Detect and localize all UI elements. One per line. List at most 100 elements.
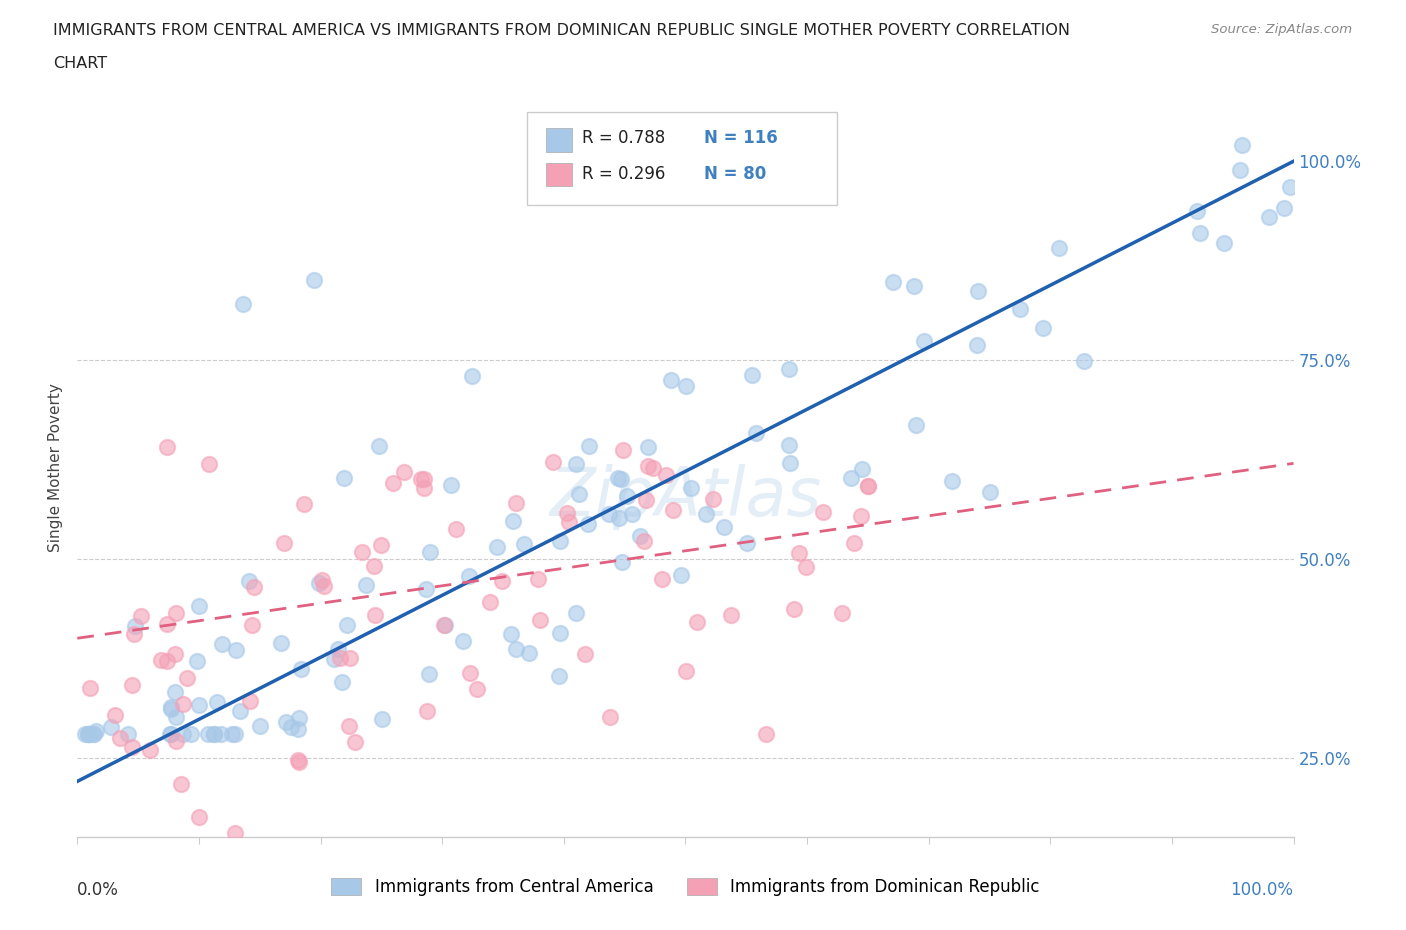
Text: ZipAtlas: ZipAtlas [550,464,821,530]
Point [205,695,228,710]
Point [681,481,703,496]
Point [270,635,292,650]
Point [197,726,219,741]
Point [336,618,359,632]
Point [637,439,659,454]
Point [607,511,630,525]
Point [720,607,742,622]
Point [124,618,146,633]
Point [330,675,353,690]
Point [744,426,766,441]
Point [409,472,432,486]
Point [616,489,638,504]
Point [458,666,481,681]
Point [392,464,415,479]
Point [620,507,643,522]
Point [460,368,482,383]
Point [651,571,673,586]
Point [202,726,225,741]
Point [77,726,100,741]
Point [239,694,262,709]
Point [287,722,309,737]
Point [290,661,312,676]
Point [354,578,377,592]
Point [160,699,183,714]
Point [669,568,692,583]
Point [122,627,145,642]
Point [238,573,260,588]
Point [117,726,139,741]
Point [641,460,664,475]
Point [311,572,333,587]
Point [224,826,246,841]
Point [323,652,346,667]
Point [288,755,311,770]
FancyBboxPatch shape [546,163,572,186]
Point [350,545,373,560]
Point [110,731,132,746]
Point [903,279,925,294]
Point [702,491,724,506]
Point [209,726,232,741]
Point [446,521,468,536]
Point [211,636,233,651]
Point [159,726,181,741]
Point [333,471,356,485]
Point [1032,321,1054,336]
Point [882,274,904,289]
Point [598,507,620,522]
Point [412,480,434,495]
Point [654,468,676,483]
Point [839,471,862,485]
Point [576,517,599,532]
Point [565,457,588,472]
Point [541,455,564,470]
Point [129,608,152,623]
Point [165,684,187,699]
Point [156,617,179,631]
Point [675,379,697,393]
Point [86,724,108,738]
Point [156,653,179,668]
FancyBboxPatch shape [527,113,838,205]
Point [1008,301,1031,316]
Point [491,573,513,588]
Point [659,373,682,388]
Point [856,479,879,494]
Point [486,539,509,554]
Point [1047,240,1070,255]
Point [77,726,100,741]
Point [79,681,101,696]
Point [232,297,254,312]
Point [121,739,143,754]
Point [288,711,311,725]
Text: IMMIGRANTS FROM CENTRAL AMERICA VS IMMIGRANTS FROM DOMINICAN REPUBLIC SINGLE MOT: IMMIGRANTS FROM CENTRAL AMERICA VS IMMIG… [53,23,1070,38]
Point [599,710,621,724]
Point [558,514,581,529]
FancyBboxPatch shape [546,128,572,152]
Text: CHART: CHART [53,56,107,71]
Point [243,580,266,595]
Point [550,534,572,549]
Point [186,654,208,669]
Point [831,605,853,620]
Point [529,612,551,627]
Point [273,536,295,551]
Point [104,708,127,723]
Point [501,627,523,642]
Point [228,704,250,719]
Point [221,726,243,741]
Point [188,598,211,613]
Point [713,520,735,535]
Point [302,273,325,288]
Text: N = 116: N = 116 [703,129,778,147]
Point [329,650,352,665]
Point [292,497,315,512]
Text: R = 0.296: R = 0.296 [582,165,665,183]
Point [851,462,873,477]
Point [415,582,437,597]
Point [433,618,456,632]
Point [465,682,488,697]
Point [100,720,122,735]
Point [1278,179,1301,194]
